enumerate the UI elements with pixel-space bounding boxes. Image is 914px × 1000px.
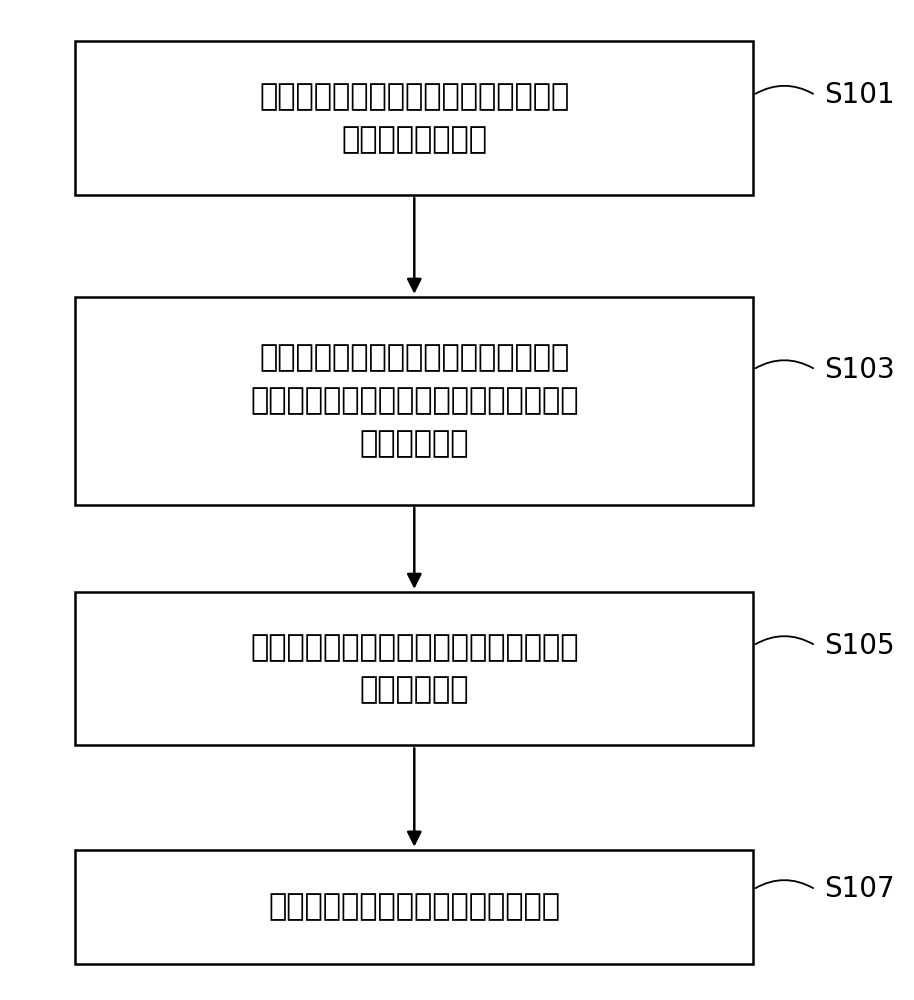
Text: S107: S107 [824,875,895,903]
Text: 检测空调各室内机出风和回风的空气温
度、各室内机风量: 检测空调各室内机出风和回风的空气温 度、各室内机风量 [260,82,569,154]
Text: S103: S103 [824,356,895,384]
Bar [76,592,753,745]
Text: 根据空调能效指标判断空调运行状态: 根据空调能效指标判断空调运行状态 [269,892,560,921]
Text: S105: S105 [824,632,895,660]
Text: 根据空调各室内机出风和回风的空气温
度、各室内机风量计算整个空调机组制冷
量或者制热量: 根据空调各室内机出风和回风的空气温 度、各室内机风量计算整个空调机组制冷 量或者… [250,344,579,458]
Bar [76,297,753,505]
Text: 根据整个空调机组制冷量或者制热量计算
空调能效指标: 根据整个空调机组制冷量或者制热量计算 空调能效指标 [250,633,579,704]
Bar [76,41,753,195]
Bar [76,850,753,964]
Text: S101: S101 [824,81,895,109]
